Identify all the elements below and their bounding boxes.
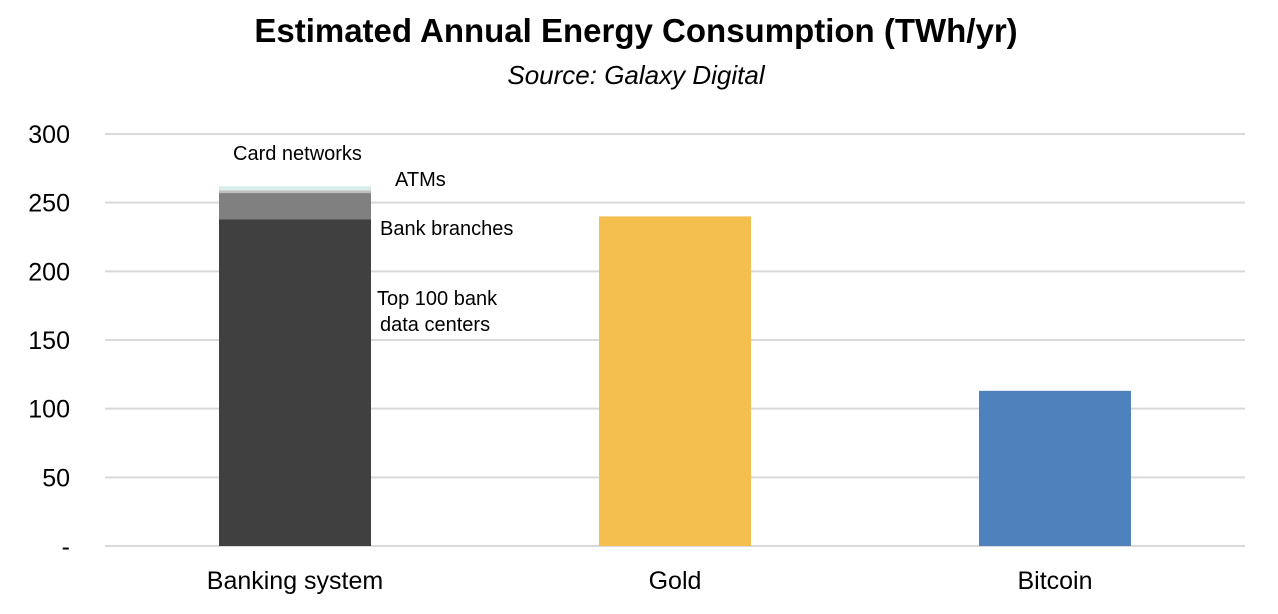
y-tick-label: 250 [28,190,70,218]
bar-banking-system-segment-3 [219,186,371,191]
x-tick-label: Gold [649,567,702,595]
y-tick-label: 200 [28,258,70,286]
segment-label-top-100-bank-data-centers: Top 100 bank data centers [377,288,498,336]
bar-banking-system-segment-2 [219,190,371,194]
y-tick-label: 50 [42,464,70,492]
chart-title: Estimated Annual Energy Consumption (TWh… [254,12,1017,49]
y-axis-ticks: - 50 100 150 200 250 300 [28,121,70,561]
chart-subtitle: Source: Galaxy Digital [507,60,765,90]
x-tick-label: Bitcoin [1017,567,1092,595]
bars [219,186,1131,546]
segment-label-atms: ATMs [395,169,446,191]
y-tick-label: 300 [28,121,70,149]
segment-label-bank-branches: Bank branches [380,218,513,240]
y-tick-label: 150 [28,327,70,355]
segment-labels: Card networks ATMs Bank branches Top 100 ba… [233,143,513,336]
bar-banking-system-segment-1 [219,193,371,220]
x-axis-ticks: Banking system Gold Bitcoin [207,567,1093,595]
bar-banking-system-segment-0 [219,219,371,546]
y-tick-label: - [62,533,70,561]
y-tick-label: 100 [28,396,70,424]
bar-bitcoin-segment-0 [979,390,1131,546]
segment-label-card-networks: Card networks [233,143,362,165]
bar-gold-segment-0 [599,216,751,546]
x-tick-label: Banking system [207,567,383,595]
